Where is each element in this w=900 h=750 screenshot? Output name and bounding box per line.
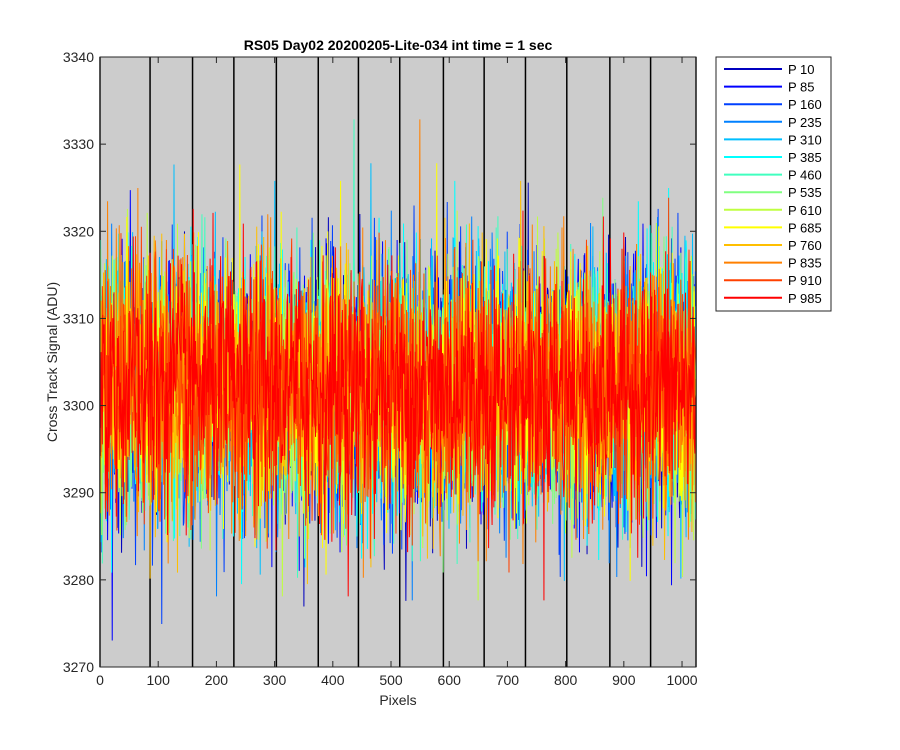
legend-label: P 85 <box>788 80 815 95</box>
legend-label: P 460 <box>788 168 822 183</box>
x-axis-title: Pixels <box>379 692 416 708</box>
x-tick-label: 700 <box>496 672 520 688</box>
x-tick-label: 400 <box>321 672 345 688</box>
chart-title: RS05 Day02 20200205-Lite-034 int time = … <box>244 37 553 53</box>
y-tick-label: 3290 <box>63 485 94 501</box>
series-lines <box>99 119 697 641</box>
legend-label: P 160 <box>788 97 822 112</box>
y-tick-label: 3300 <box>63 398 94 414</box>
y-tick-label: 3270 <box>63 659 94 675</box>
legend-label: P 835 <box>788 256 822 271</box>
legend-label: P 760 <box>788 238 822 253</box>
x-tick-label: 800 <box>554 672 578 688</box>
legend-box <box>715 56 832 312</box>
x-tick-label: 300 <box>263 672 287 688</box>
x-tick-label: 600 <box>438 672 462 688</box>
legend-label: P 910 <box>788 273 822 288</box>
x-tick-label: 100 <box>147 672 171 688</box>
x-tick-label: 0 <box>96 672 104 688</box>
y-tick-label: 3310 <box>63 310 94 326</box>
legend: P 10 P 85 P 160 P 235 P 310 P 385 P 460 P 535 P … <box>715 56 832 312</box>
x-tick-label: 900 <box>612 672 636 688</box>
legend-label: P 535 <box>788 185 822 200</box>
series-line-p-985 <box>99 208 697 601</box>
y-tick-label: 3280 <box>63 572 94 588</box>
legend-label: P 610 <box>788 203 822 218</box>
legend-label: P 985 <box>788 291 822 306</box>
y-axis: 3270 3280 3290 3300 3310 3320 3330 3340 <box>63 49 696 675</box>
x-tick-label: 200 <box>205 672 229 688</box>
legend-label: P 10 <box>788 62 815 77</box>
legend-label: P 310 <box>788 132 822 147</box>
legend-label: P 385 <box>788 150 822 165</box>
y-tick-label: 3320 <box>63 223 94 239</box>
plot-frame <box>99 56 697 668</box>
x-axis: 0 100 200 300 400 500 600 700 800 900 1000 <box>96 57 698 688</box>
x-tick-label: 500 <box>379 672 403 688</box>
legend-label: P 685 <box>788 220 822 235</box>
y-axis-title: Cross Track Signal (ADU) <box>44 282 60 442</box>
y-tick-label: 3330 <box>63 136 94 152</box>
legend-label: P 235 <box>788 115 822 130</box>
x-tick-label: 1000 <box>666 672 697 688</box>
y-tick-label: 3340 <box>63 49 94 65</box>
